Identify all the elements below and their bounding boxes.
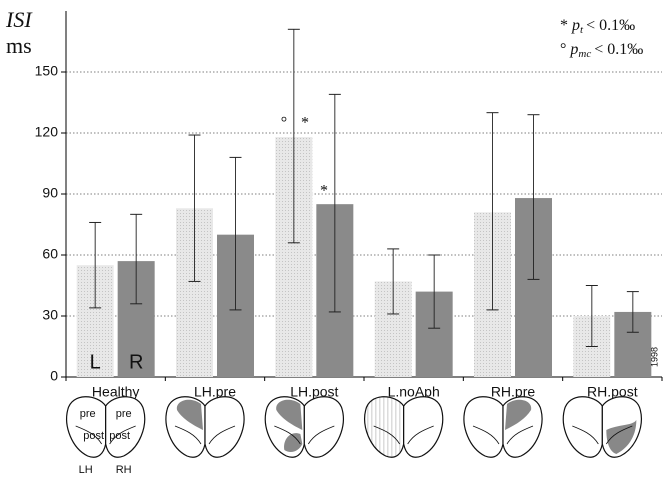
legend-label: L <box>90 351 101 373</box>
legend-note-part: mc <box>578 48 591 60</box>
legend-note: * pt < 0.1‰ <box>560 17 635 36</box>
brain-diagram <box>364 396 444 458</box>
y-tick-label: 150 <box>35 63 59 79</box>
legend-note-part: t <box>580 24 584 36</box>
sulcus <box>75 425 136 445</box>
significance-marker: * <box>301 115 309 132</box>
lesion <box>276 399 303 430</box>
y-label-top: ISI <box>5 7 33 32</box>
brain-diagram <box>165 396 245 458</box>
legend: * pt < 0.1‰° pmc < 0.1‰ <box>560 17 643 60</box>
brain-label: post <box>109 430 130 442</box>
x-tick-label: RH.pre <box>491 384 536 400</box>
y-tick-label: 120 <box>35 124 59 140</box>
hemisphere <box>204 396 245 458</box>
x-tick-label: RH.post <box>587 384 638 400</box>
year: 1998 <box>649 347 659 367</box>
brain-label: pre <box>80 408 96 420</box>
hemisphere <box>303 396 344 458</box>
sulcus <box>572 425 633 445</box>
hemisphere <box>66 396 107 458</box>
legend-note-part: < 0.1‰ <box>594 41 643 58</box>
brain-diagram <box>264 396 344 458</box>
y-label-unit: ms <box>6 33 32 58</box>
y-tick-label: 30 <box>42 307 58 323</box>
hemisphere <box>403 396 444 458</box>
lesion <box>284 433 303 452</box>
brain-label: LH <box>79 464 93 476</box>
y-tick-label: 60 <box>42 246 58 262</box>
brain-diagram <box>562 396 642 458</box>
brain-label: RH <box>116 464 132 476</box>
lesion <box>505 399 532 430</box>
lesion <box>606 420 637 454</box>
hemisphere <box>562 396 603 458</box>
hemisphere <box>105 396 146 458</box>
y-tick-label: 90 <box>42 185 58 201</box>
x-tick-label: LH.pre <box>194 384 236 400</box>
sulcus <box>274 425 335 445</box>
legend-note-part: < 0.1‰ <box>586 17 635 34</box>
significance-marker: ° <box>281 115 287 132</box>
significance-marker: * <box>320 183 328 200</box>
hemisphere <box>364 396 405 458</box>
legend-note: ° pmc < 0.1‰ <box>560 41 643 60</box>
x-tick-label: Healthy <box>92 384 139 400</box>
x-tick-label: LH.post <box>290 384 338 400</box>
sulcus <box>373 425 434 445</box>
legend-label: R <box>129 351 143 373</box>
sulcus <box>174 425 236 445</box>
lesion <box>176 399 203 430</box>
legend-note-part: * <box>560 17 568 34</box>
x-tick-label: L.noAph <box>388 384 440 400</box>
brain-label: pre <box>116 408 132 420</box>
hemisphere <box>463 396 504 458</box>
sulcus <box>472 425 534 445</box>
legend-note-part: p <box>569 41 578 58</box>
legend-note-part: p <box>571 17 580 34</box>
brain-label: post <box>83 430 104 442</box>
legend-note-part: ° <box>560 41 566 58</box>
y-tick-label: 0 <box>50 368 58 384</box>
brain-diagram <box>463 396 543 458</box>
